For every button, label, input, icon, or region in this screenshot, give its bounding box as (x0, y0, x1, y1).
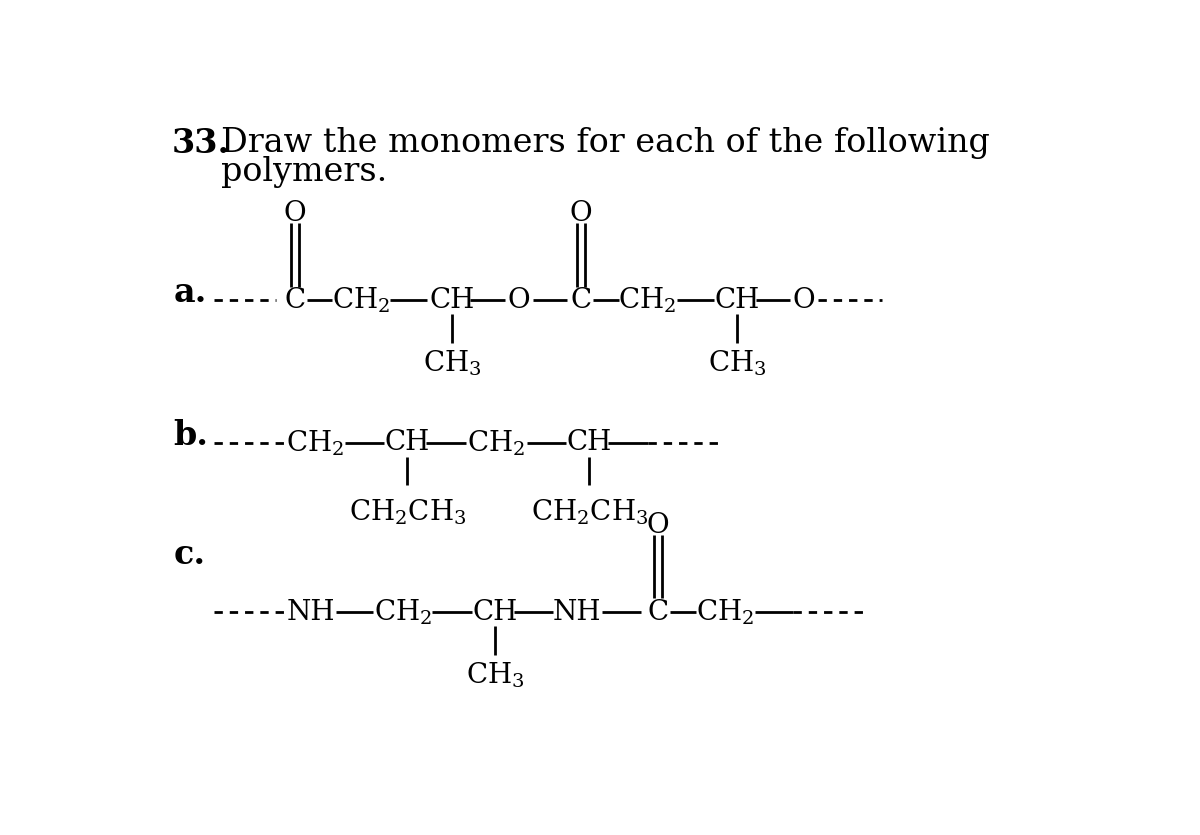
Text: NH: NH (287, 599, 336, 625)
Text: CH: CH (566, 429, 612, 457)
Text: $\mathregular{CH_3}$: $\mathregular{CH_3}$ (466, 660, 524, 691)
Text: NH: NH (553, 599, 601, 625)
Text: $\mathregular{CH_2}$: $\mathregular{CH_2}$ (331, 286, 390, 315)
Text: $\mathregular{CH_2}$: $\mathregular{CH_2}$ (286, 428, 344, 458)
Text: C: C (647, 599, 668, 625)
Text: C: C (570, 287, 592, 314)
Text: b.: b. (173, 418, 209, 452)
Text: $\mathregular{CH_2}$: $\mathregular{CH_2}$ (618, 286, 677, 315)
Text: CH: CH (385, 429, 430, 457)
Text: O: O (508, 287, 530, 314)
Text: CH: CH (473, 599, 517, 625)
Text: c.: c. (173, 538, 205, 571)
Text: $\mathregular{CH_2}$: $\mathregular{CH_2}$ (696, 598, 754, 627)
Text: polymers.: polymers. (221, 156, 388, 189)
Text: O: O (647, 512, 668, 539)
Text: CH: CH (715, 287, 760, 314)
Text: $\mathregular{CH_2CH_3}$: $\mathregular{CH_2CH_3}$ (530, 498, 648, 527)
Text: $\mathregular{CH_2}$: $\mathregular{CH_2}$ (467, 428, 526, 458)
Text: 33.: 33. (172, 127, 230, 160)
Text: $\mathregular{CH_3}$: $\mathregular{CH_3}$ (422, 349, 481, 378)
Text: $\mathregular{CH_2CH_3}$: $\mathregular{CH_2CH_3}$ (348, 498, 466, 527)
Text: a.: a. (173, 276, 206, 309)
Text: Draw the monomers for each of the following: Draw the monomers for each of the follow… (221, 127, 990, 159)
Text: O: O (793, 287, 816, 314)
Text: C: C (284, 287, 306, 314)
Text: O: O (283, 200, 306, 227)
Text: CH: CH (430, 287, 475, 314)
Text: $\mathregular{CH_2}$: $\mathregular{CH_2}$ (373, 598, 432, 627)
Text: O: O (570, 200, 593, 227)
Text: $\mathregular{CH_3}$: $\mathregular{CH_3}$ (708, 349, 767, 378)
